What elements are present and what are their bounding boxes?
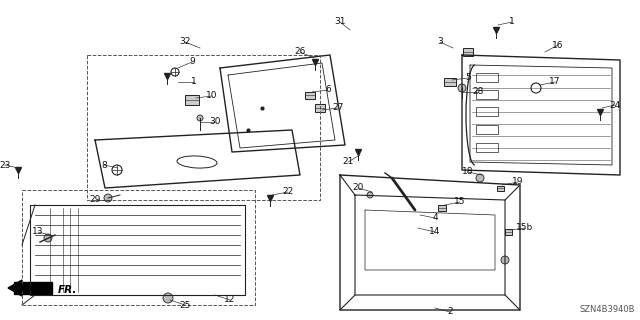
Text: 12: 12 xyxy=(224,295,236,305)
Text: FR.: FR. xyxy=(58,285,77,295)
Bar xyxy=(315,104,325,112)
Text: 31: 31 xyxy=(334,18,346,27)
Bar xyxy=(476,125,498,134)
Text: 15: 15 xyxy=(454,197,466,206)
Text: 6: 6 xyxy=(325,85,331,94)
Text: 1: 1 xyxy=(191,77,197,86)
Bar xyxy=(444,78,456,86)
Text: 15b: 15b xyxy=(516,223,534,233)
Text: 14: 14 xyxy=(429,228,441,236)
Circle shape xyxy=(163,293,173,303)
Bar xyxy=(476,90,498,99)
Bar xyxy=(185,95,199,105)
Text: 27: 27 xyxy=(332,103,344,113)
Text: 23: 23 xyxy=(0,161,11,170)
Text: 3: 3 xyxy=(437,37,443,46)
Circle shape xyxy=(44,234,52,242)
Circle shape xyxy=(501,256,509,264)
Text: 9: 9 xyxy=(189,58,195,67)
Text: 1: 1 xyxy=(509,18,515,27)
Text: 10: 10 xyxy=(206,92,218,100)
Circle shape xyxy=(104,194,112,202)
Circle shape xyxy=(458,84,466,92)
Text: 26: 26 xyxy=(294,47,306,57)
Bar xyxy=(476,143,498,152)
Bar xyxy=(476,73,498,82)
Bar xyxy=(505,229,512,235)
Text: 8: 8 xyxy=(101,161,107,170)
Text: 18: 18 xyxy=(462,167,474,177)
Text: 30: 30 xyxy=(209,117,221,126)
Polygon shape xyxy=(14,282,52,294)
Bar xyxy=(305,92,315,99)
Bar xyxy=(476,107,498,116)
Text: 2: 2 xyxy=(447,308,453,316)
Text: 5: 5 xyxy=(465,74,471,83)
Circle shape xyxy=(367,192,373,198)
Text: SZN4B3940B: SZN4B3940B xyxy=(579,305,635,314)
Circle shape xyxy=(476,174,484,182)
Text: 29: 29 xyxy=(90,196,100,204)
Polygon shape xyxy=(8,280,22,296)
Text: 21: 21 xyxy=(342,157,354,166)
Text: 16: 16 xyxy=(552,41,564,50)
Text: 4: 4 xyxy=(432,213,438,222)
Bar xyxy=(497,186,504,191)
Text: 28: 28 xyxy=(472,87,484,97)
Text: 32: 32 xyxy=(179,37,191,46)
Text: 17: 17 xyxy=(549,77,561,86)
Bar xyxy=(438,205,446,211)
Text: 20: 20 xyxy=(352,183,364,193)
Text: 19: 19 xyxy=(512,178,524,187)
Text: 24: 24 xyxy=(609,100,621,109)
Bar xyxy=(463,48,473,56)
Text: 13: 13 xyxy=(32,228,44,236)
Text: 25: 25 xyxy=(179,300,191,309)
Circle shape xyxy=(197,115,203,121)
Text: 22: 22 xyxy=(282,188,294,196)
